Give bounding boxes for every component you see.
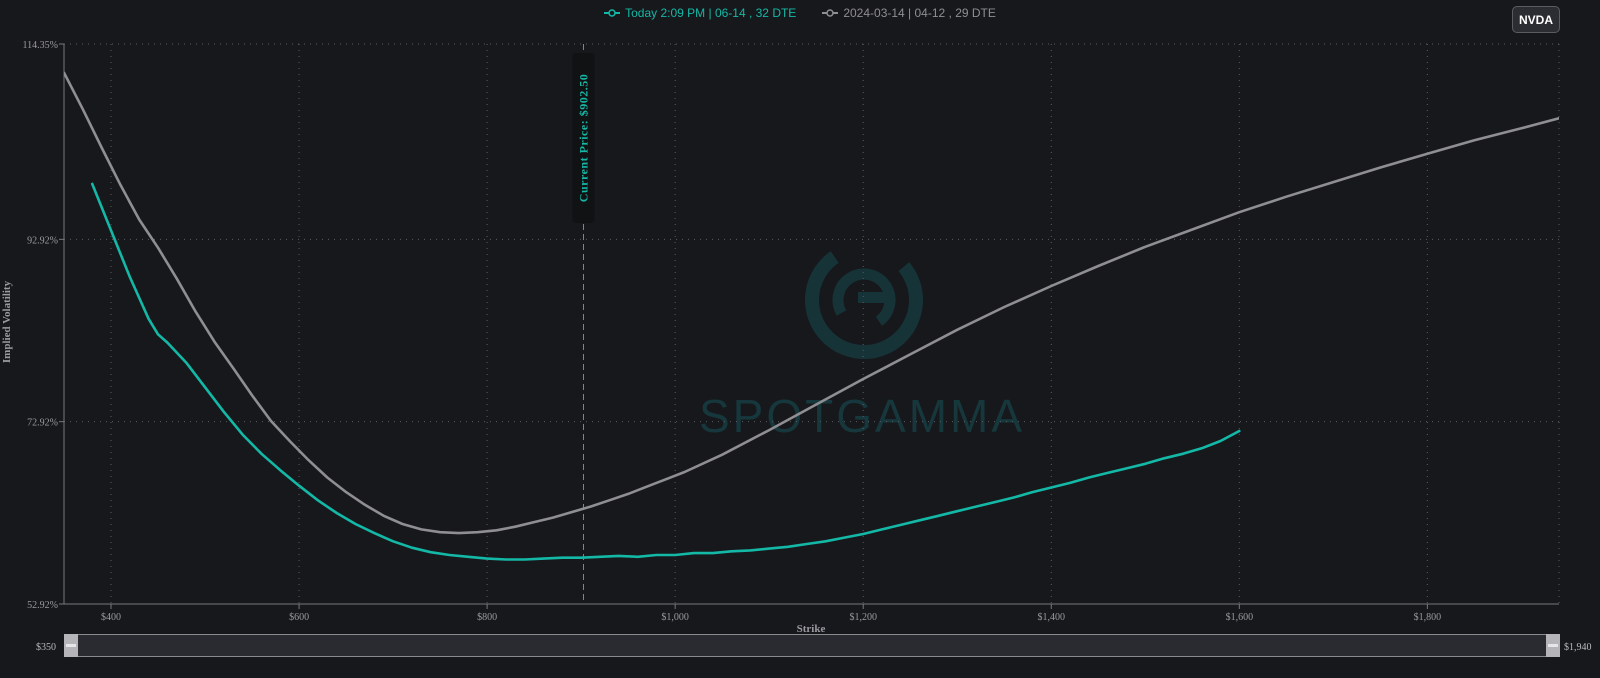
legend-label-today: Today 2:09 PM | 06-14 , 32 DTE	[625, 6, 797, 20]
x-tick-label: $1,200	[849, 612, 877, 623]
series-line-previous	[64, 71, 1559, 535]
series-layer	[64, 71, 1559, 561]
legend-marker-previous	[822, 9, 839, 17]
range-slider-right-handle[interactable]	[1546, 634, 1560, 657]
range-slider-window[interactable]	[78, 634, 1546, 657]
x-tick-label: $1,600	[1226, 612, 1254, 623]
x-tick-label: $1,400	[1038, 612, 1066, 623]
range-min-label: $350	[36, 642, 56, 653]
watermark-text: SPOTGAMMA	[699, 390, 1025, 442]
legend-marker-today	[604, 9, 621, 17]
legend-label-previous: 2024-03-14 | 04-12 , 29 DTE	[843, 6, 996, 20]
y-tick-label: 72.92%	[27, 418, 58, 429]
x-tick-label: $400	[101, 612, 121, 623]
current-price-marker: Current Price: $902.50	[572, 44, 595, 604]
range-max-label: $1,940	[1564, 642, 1592, 653]
axes: 52.92% 72.92% 92.92% 114.35% $400 $600 $800 $1,…	[23, 40, 1559, 623]
x-tick-label: $1,000	[661, 612, 689, 623]
x-tick-label: $600	[289, 612, 309, 623]
spotgamma-logo	[805, 241, 923, 359]
legend-item-previous[interactable]: 2024-03-14 | 04-12 , 29 DTE	[822, 6, 996, 20]
x-tick-label: $1,800	[1414, 612, 1442, 623]
x-tick-label: $800	[477, 612, 497, 623]
range-slider-left-handle[interactable]	[64, 634, 78, 657]
y-tick-label: 114.35%	[23, 40, 58, 51]
y-tick-label: 52.92%	[27, 600, 58, 611]
y-tick-label: 92.92%	[27, 235, 58, 246]
legend-item-today[interactable]: Today 2:09 PM | 06-14 , 32 DTE	[604, 6, 796, 20]
series-line-today	[90, 182, 1241, 561]
ticker-button[interactable]: NVDA	[1512, 6, 1560, 33]
current-price-label: Current Price: $902.50	[576, 74, 590, 202]
current-price-label-bg	[572, 53, 595, 223]
chart-legend: Today 2:09 PM | 06-14 , 32 DTE 2024-03-1…	[0, 6, 1600, 20]
y-axis-title: Implied Volatility	[1, 280, 13, 363]
x-axis-title: Strike	[797, 623, 826, 635]
